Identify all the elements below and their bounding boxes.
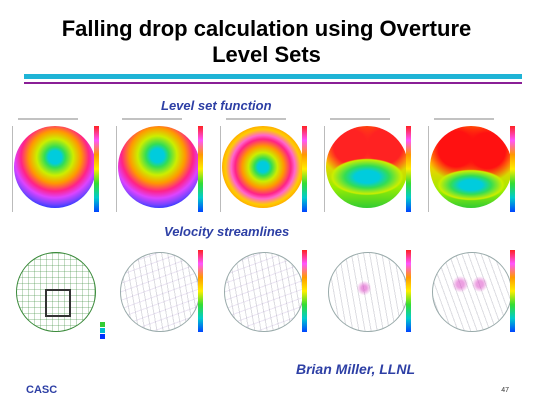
level-set-disk-5 <box>430 126 512 208</box>
streamlines-caption: Velocity streamlines <box>164 224 290 239</box>
level-set-disk-3 <box>222 126 304 208</box>
title-rule-purple <box>24 82 522 84</box>
footer-casc: CASC <box>26 384 58 396</box>
grid-mesh <box>16 252 96 332</box>
level-set-frame-1 <box>4 118 104 220</box>
streamline-frame-2 <box>108 244 208 346</box>
level-set-disk-4 <box>326 126 408 208</box>
level-set-frame-3 <box>212 118 312 220</box>
level-set-frame-4 <box>316 118 416 220</box>
slide-title-line-2: Level Sets <box>212 42 321 67</box>
drop-region-box <box>45 289 71 317</box>
level-set-disk-1 <box>14 126 96 208</box>
streamline-frame-5 <box>420 244 520 346</box>
level-set-frame-2 <box>108 118 208 220</box>
slide-title: Falling drop calculation using Overture … <box>0 16 533 68</box>
level-set-frame-5 <box>420 118 520 220</box>
streamline-frame-3 <box>212 244 312 346</box>
level-set-disk-2 <box>118 126 200 208</box>
level-set-caption: Level set function <box>161 98 272 113</box>
page-number: 47 <box>501 387 509 394</box>
author-credit: Brian Miller, LLNL <box>295 361 415 377</box>
streamline-frame-4 <box>316 244 416 346</box>
streamline-frame-1 <box>4 244 105 346</box>
title-rule-cyan <box>24 74 522 79</box>
slide-title-line-1: Falling drop calculation using Overture <box>61 16 472 41</box>
